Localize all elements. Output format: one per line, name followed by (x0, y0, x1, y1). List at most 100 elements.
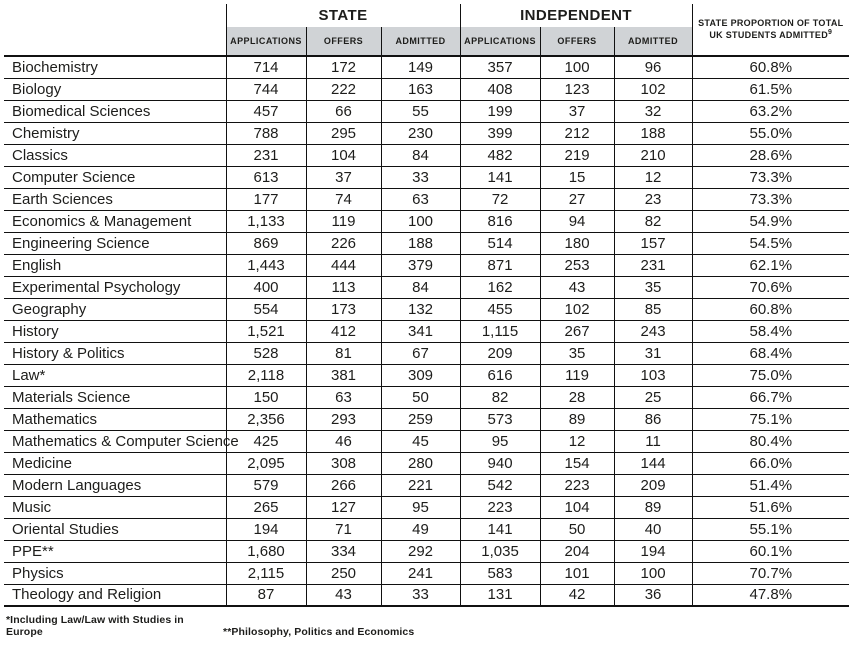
subject-cell: Biomedical Sciences (4, 100, 226, 123)
value-cell: 788 (225, 122, 306, 145)
table-row: Engineering Science 869 226 188 514 180 157 54.… (4, 232, 850, 255)
value-cell: 25 (613, 386, 693, 409)
value-cell: 141 (459, 518, 541, 541)
proportion-cell: 66.0% (691, 452, 850, 475)
value-cell: 1,115 (459, 320, 541, 343)
table-row: Earth Sciences 177 74 63 72 27 23 73.3% (4, 188, 850, 211)
proportion-cell: 60.1% (691, 540, 850, 563)
subject-cell: Theology and Religion (4, 584, 226, 607)
value-cell: 455 (459, 298, 541, 321)
value-cell: 267 (539, 320, 615, 343)
value-cell: 84 (380, 276, 461, 299)
value-cell: 127 (305, 496, 381, 519)
value-cell: 188 (380, 232, 461, 255)
value-cell: 1,443 (225, 254, 306, 277)
proportion-cell: 70.7% (691, 562, 850, 585)
value-cell: 100 (380, 210, 461, 233)
table-row: Biology 744 222 163 408 123 102 61.5% (4, 78, 850, 101)
value-cell: 45 (380, 430, 461, 453)
value-cell: 12 (613, 166, 693, 189)
proportion-cell: 70.6% (691, 276, 850, 299)
value-cell: 194 (613, 540, 693, 563)
subject-cell: English (4, 254, 226, 277)
value-cell: 381 (305, 364, 381, 387)
value-cell: 293 (305, 408, 381, 431)
value-cell: 399 (459, 122, 541, 145)
value-cell: 230 (380, 122, 461, 145)
value-cell: 119 (539, 364, 615, 387)
subject-cell: History (4, 320, 226, 343)
proportion-cell: 54.9% (691, 210, 850, 233)
table-row: Music 265 127 95 223 104 89 51.6% (4, 496, 850, 519)
report-page: STATE INDEPENDENT STATE PROPORTION OF TO… (4, 4, 850, 638)
value-cell: 43 (539, 276, 615, 299)
value-cell: 23 (613, 188, 693, 211)
value-cell: 66 (305, 100, 381, 123)
proportion-cell: 68.4% (691, 342, 850, 365)
value-cell: 173 (305, 298, 381, 321)
value-cell: 482 (459, 144, 541, 167)
value-cell: 573 (459, 408, 541, 431)
value-cell: 613 (225, 166, 306, 189)
proportion-cell: 66.7% (691, 386, 850, 409)
subject-cell: PPE** (4, 540, 226, 563)
footnote-ppe: **Philosophy, Politics and Economics (223, 626, 415, 638)
value-cell: 37 (305, 166, 381, 189)
proportion-cell: 63.2% (691, 100, 850, 123)
value-cell: 33 (380, 166, 461, 189)
value-cell: 253 (539, 254, 615, 277)
value-cell: 744 (225, 78, 306, 101)
proportion-cell: 55.0% (691, 122, 850, 145)
subject-cell: Engineering Science (4, 232, 226, 255)
subject-cell: Chemistry (4, 122, 226, 145)
value-cell: 341 (380, 320, 461, 343)
value-cell: 43 (305, 584, 381, 607)
table-row: History 1,521 412 341 1,115 267 243 58.4% (4, 320, 850, 343)
value-cell: 2,118 (225, 364, 306, 387)
proportion-cell: 51.6% (691, 496, 850, 519)
value-cell: 154 (539, 452, 615, 475)
value-cell: 209 (613, 474, 693, 497)
value-cell: 72 (459, 188, 541, 211)
proportion-cell: 60.8% (691, 298, 850, 321)
value-cell: 309 (380, 364, 461, 387)
table-row: Computer Science 613 37 33 141 15 12 73.3% (4, 166, 850, 189)
col-header-independent-offers: OFFERS (539, 27, 615, 57)
subject-cell: Biology (4, 78, 226, 101)
corner-cell (4, 27, 226, 57)
value-cell: 149 (380, 56, 461, 79)
value-cell: 67 (380, 342, 461, 365)
value-cell: 103 (613, 364, 693, 387)
value-cell: 199 (459, 100, 541, 123)
subject-cell: Earth Sciences (4, 188, 226, 211)
table-row: Theology and Religion 87 43 33 131 42 36 47.8% (4, 584, 850, 607)
col-header-independent-admitted: ADMITTED (613, 27, 693, 57)
table-row: Mathematics & Computer Science 425 46 45 95 1… (4, 430, 850, 453)
value-cell: 400 (225, 276, 306, 299)
value-cell: 71 (305, 518, 381, 541)
value-cell: 27 (539, 188, 615, 211)
proportion-cell: 60.8% (691, 56, 850, 79)
value-cell: 28 (539, 386, 615, 409)
value-cell: 357 (459, 56, 541, 79)
value-cell: 55 (380, 100, 461, 123)
table-row: Biochemistry 714 172 149 357 100 96 60.8% (4, 56, 850, 79)
value-cell: 542 (459, 474, 541, 497)
value-cell: 36 (613, 584, 693, 607)
value-cell: 250 (305, 562, 381, 585)
subject-cell: Law* (4, 364, 226, 387)
subject-cell: Materials Science (4, 386, 226, 409)
table-row: Experimental Psychology 400 113 84 162 43 35 70… (4, 276, 850, 299)
subject-cell: Geography (4, 298, 226, 321)
value-cell: 222 (305, 78, 381, 101)
value-cell: 221 (380, 474, 461, 497)
proportion-cell: 28.6% (691, 144, 850, 167)
value-cell: 259 (380, 408, 461, 431)
value-cell: 714 (225, 56, 306, 79)
value-cell: 425 (225, 430, 306, 453)
value-cell: 141 (459, 166, 541, 189)
proportion-column-header: STATE PROPORTION OF TOTAL UK STUDENTS AD… (691, 4, 850, 57)
value-cell: 172 (305, 56, 381, 79)
proportion-cell: 54.5% (691, 232, 850, 255)
table-row: Medicine 2,095 308 280 940 154 144 66.0% (4, 452, 850, 475)
